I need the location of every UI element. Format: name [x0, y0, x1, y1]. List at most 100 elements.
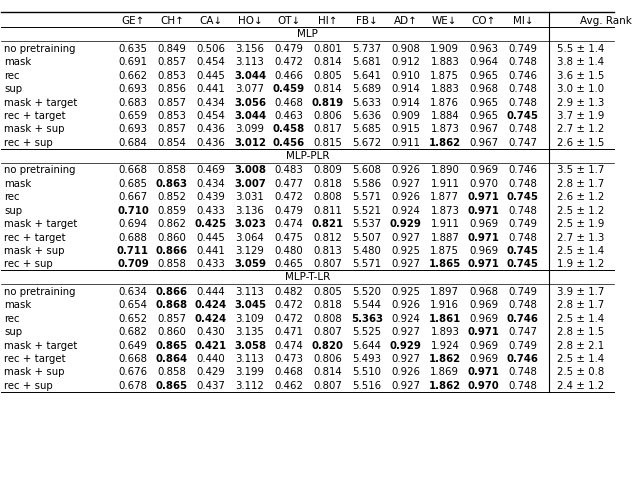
Text: MLP-PLR: MLP-PLR: [286, 151, 330, 161]
Text: 0.441: 0.441: [196, 84, 225, 94]
Text: 0.929: 0.929: [390, 219, 422, 229]
Text: 1.897: 1.897: [430, 287, 460, 297]
Text: 0.694: 0.694: [118, 219, 147, 229]
Text: 0.747: 0.747: [508, 138, 538, 148]
Text: 1.873: 1.873: [431, 124, 460, 135]
Text: 1.890: 1.890: [431, 165, 460, 175]
Text: 3.045: 3.045: [234, 300, 266, 310]
Text: 0.683: 0.683: [118, 98, 147, 108]
Text: 1.884: 1.884: [431, 111, 460, 121]
Text: 5.636: 5.636: [353, 111, 381, 121]
Text: 3.136: 3.136: [236, 206, 264, 216]
Text: 1.909: 1.909: [430, 44, 460, 54]
Text: 0.506: 0.506: [196, 44, 225, 54]
Text: 0.926: 0.926: [392, 165, 420, 175]
Text: 0.472: 0.472: [275, 313, 303, 324]
Text: 0.912: 0.912: [392, 57, 420, 68]
Text: 0.862: 0.862: [157, 219, 186, 229]
Text: 0.863: 0.863: [156, 179, 188, 189]
Text: 0.429: 0.429: [196, 367, 225, 377]
Text: 3.113: 3.113: [236, 57, 264, 68]
Text: 0.710: 0.710: [117, 206, 149, 216]
Text: 1.911: 1.911: [431, 179, 460, 189]
Text: mask: mask: [4, 300, 32, 310]
Text: 2.6 ± 1.5: 2.6 ± 1.5: [557, 138, 604, 148]
Text: 0.479: 0.479: [275, 206, 303, 216]
Text: 0.971: 0.971: [468, 232, 500, 242]
Text: 0.479: 0.479: [275, 44, 303, 54]
Text: 1.865: 1.865: [429, 260, 461, 270]
Text: 3.129: 3.129: [236, 246, 264, 256]
Text: 0.436: 0.436: [196, 138, 225, 148]
Text: 2.8 ± 2.1: 2.8 ± 2.1: [557, 341, 604, 351]
Text: 5.641: 5.641: [353, 71, 381, 81]
Text: 1.877: 1.877: [430, 192, 460, 202]
Text: 2.9 ± 1.3: 2.9 ± 1.3: [557, 98, 604, 108]
Text: 2.5 ± 1.9: 2.5 ± 1.9: [557, 219, 604, 229]
Text: 0.746: 0.746: [508, 71, 538, 81]
Text: 0.468: 0.468: [275, 367, 303, 377]
Text: rec: rec: [4, 192, 20, 202]
Text: 0.473: 0.473: [275, 354, 303, 364]
Text: 0.746: 0.746: [507, 313, 539, 324]
Text: 0.652: 0.652: [118, 313, 147, 324]
Text: 0.477: 0.477: [275, 179, 303, 189]
Text: 0.458: 0.458: [273, 124, 305, 135]
Text: no pretraining: no pretraining: [4, 287, 76, 297]
Text: 3.8 ± 1.4: 3.8 ± 1.4: [557, 57, 604, 68]
Text: 0.454: 0.454: [196, 57, 225, 68]
Text: 5.586: 5.586: [353, 179, 381, 189]
Text: 0.865: 0.865: [156, 341, 188, 351]
Text: 0.968: 0.968: [469, 84, 499, 94]
Text: 0.434: 0.434: [196, 179, 225, 189]
Text: 0.926: 0.926: [392, 300, 420, 310]
Text: 0.433: 0.433: [196, 260, 225, 270]
Text: mask + sup: mask + sup: [4, 246, 65, 256]
Text: 0.858: 0.858: [157, 367, 186, 377]
Text: 0.858: 0.858: [157, 260, 186, 270]
Text: 3.099: 3.099: [236, 124, 264, 135]
Text: 0.424: 0.424: [195, 300, 227, 310]
Text: 3.112: 3.112: [236, 381, 264, 391]
Text: 5.363: 5.363: [351, 313, 383, 324]
Text: 5.689: 5.689: [353, 84, 381, 94]
Text: 0.482: 0.482: [275, 287, 303, 297]
Text: 0.911: 0.911: [392, 138, 420, 148]
Text: 1.916: 1.916: [430, 300, 460, 310]
Text: 5.537: 5.537: [353, 219, 381, 229]
Text: 0.748: 0.748: [508, 98, 538, 108]
Text: 0.809: 0.809: [314, 165, 342, 175]
Text: 0.815: 0.815: [314, 138, 342, 148]
Text: 0.668: 0.668: [118, 354, 147, 364]
Text: 0.965: 0.965: [469, 71, 499, 81]
Text: 3.9 ± 1.7: 3.9 ± 1.7: [557, 287, 604, 297]
Text: 0.967: 0.967: [469, 124, 499, 135]
Text: 0.852: 0.852: [157, 192, 186, 202]
Text: 1.875: 1.875: [430, 71, 460, 81]
Text: 0.421: 0.421: [195, 341, 227, 351]
Text: 0.967: 0.967: [469, 138, 499, 148]
Text: 0.971: 0.971: [468, 260, 500, 270]
Text: 3.7 ± 1.9: 3.7 ± 1.9: [557, 111, 604, 121]
Text: 0.965: 0.965: [469, 111, 499, 121]
Text: 5.672: 5.672: [353, 138, 381, 148]
Text: 0.691: 0.691: [118, 57, 147, 68]
Text: 1.862: 1.862: [429, 381, 461, 391]
Text: 0.914: 0.914: [392, 84, 420, 94]
Text: 0.748: 0.748: [508, 367, 538, 377]
Text: 0.682: 0.682: [118, 327, 147, 337]
Text: 0.437: 0.437: [196, 381, 225, 391]
Text: 3.6 ± 1.5: 3.6 ± 1.5: [557, 71, 604, 81]
Text: 0.635: 0.635: [118, 44, 147, 54]
Text: CO↑: CO↑: [472, 16, 496, 26]
Text: rec + sup: rec + sup: [4, 381, 53, 391]
Text: rec + sup: rec + sup: [4, 260, 53, 270]
Text: 3.5 ± 1.7: 3.5 ± 1.7: [557, 165, 604, 175]
Text: 0.857: 0.857: [157, 98, 186, 108]
Text: 0.963: 0.963: [469, 44, 499, 54]
Text: 0.926: 0.926: [392, 192, 420, 202]
Text: 0.749: 0.749: [508, 341, 538, 351]
Text: 0.662: 0.662: [118, 71, 147, 81]
Text: 0.858: 0.858: [157, 165, 186, 175]
Text: 5.685: 5.685: [353, 124, 381, 135]
